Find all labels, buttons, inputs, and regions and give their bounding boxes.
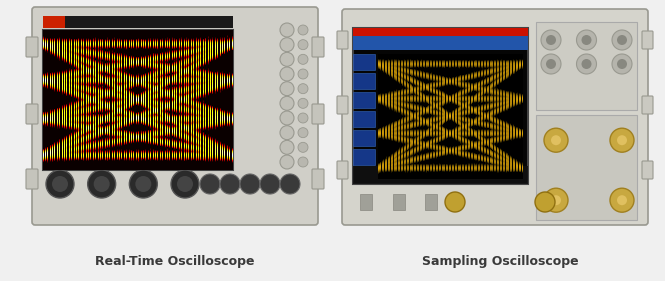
FancyBboxPatch shape [337, 161, 348, 179]
FancyBboxPatch shape [642, 31, 653, 49]
FancyBboxPatch shape [312, 169, 324, 189]
Circle shape [298, 98, 308, 108]
Circle shape [171, 170, 199, 198]
Circle shape [298, 84, 308, 94]
Bar [353, 166, 528, 184]
Bar [353, 28, 528, 184]
Circle shape [551, 135, 561, 145]
Circle shape [88, 170, 116, 198]
Text: Real-Time Oscilloscope: Real-Time Oscilloscope [95, 255, 255, 268]
Circle shape [298, 69, 308, 79]
Bar [353, 36, 528, 50]
Bar [353, 111, 375, 127]
FancyBboxPatch shape [312, 104, 324, 124]
Circle shape [94, 176, 110, 192]
Circle shape [617, 35, 627, 45]
Circle shape [280, 82, 294, 96]
Circle shape [220, 174, 240, 194]
Circle shape [280, 111, 294, 125]
Bar [43, 30, 233, 44]
Circle shape [129, 170, 158, 198]
Circle shape [445, 192, 465, 212]
Circle shape [577, 30, 597, 50]
Bar [536, 22, 637, 110]
Circle shape [280, 126, 294, 140]
Circle shape [65, 33, 73, 41]
Circle shape [581, 59, 591, 69]
FancyBboxPatch shape [342, 9, 648, 225]
Circle shape [298, 128, 308, 138]
Circle shape [52, 176, 68, 192]
Circle shape [610, 188, 634, 212]
Circle shape [298, 157, 308, 167]
Circle shape [280, 67, 294, 81]
Circle shape [46, 170, 74, 198]
Circle shape [612, 54, 632, 74]
Bar [425, 194, 437, 210]
Circle shape [298, 142, 308, 152]
Bar [43, 16, 233, 28]
Circle shape [551, 195, 561, 205]
Circle shape [298, 54, 308, 64]
Circle shape [541, 54, 561, 74]
Circle shape [617, 59, 627, 69]
Circle shape [544, 188, 568, 212]
FancyBboxPatch shape [26, 104, 38, 124]
FancyBboxPatch shape [32, 7, 318, 225]
Circle shape [47, 33, 55, 41]
Bar [392, 194, 404, 210]
Circle shape [298, 113, 308, 123]
Circle shape [83, 33, 91, 41]
Circle shape [240, 174, 260, 194]
Circle shape [280, 155, 294, 169]
Circle shape [298, 25, 308, 35]
Circle shape [541, 30, 561, 50]
Circle shape [280, 174, 300, 194]
Circle shape [535, 192, 555, 212]
Bar [353, 54, 375, 70]
Circle shape [280, 52, 294, 66]
Circle shape [544, 128, 568, 152]
Bar [536, 115, 637, 220]
FancyBboxPatch shape [26, 37, 38, 57]
Circle shape [617, 195, 627, 205]
FancyBboxPatch shape [642, 96, 653, 114]
Text: Sampling Oscilloscope: Sampling Oscilloscope [422, 255, 579, 268]
Bar [43, 30, 233, 170]
Bar [353, 28, 528, 36]
Circle shape [101, 33, 109, 41]
Circle shape [617, 135, 627, 145]
Circle shape [298, 40, 308, 50]
Circle shape [581, 35, 591, 45]
Circle shape [612, 30, 632, 50]
FancyBboxPatch shape [337, 31, 348, 49]
Bar [360, 194, 372, 210]
Bar [353, 73, 375, 89]
Circle shape [280, 38, 294, 52]
FancyBboxPatch shape [337, 96, 348, 114]
Bar [353, 92, 375, 108]
FancyBboxPatch shape [26, 169, 38, 189]
Circle shape [577, 54, 597, 74]
Circle shape [280, 140, 294, 154]
Circle shape [136, 176, 152, 192]
Circle shape [280, 23, 294, 37]
Circle shape [546, 35, 556, 45]
Circle shape [610, 128, 634, 152]
Bar [353, 130, 375, 146]
Circle shape [280, 96, 294, 110]
Bar [43, 16, 65, 28]
Circle shape [546, 59, 556, 69]
Circle shape [260, 174, 280, 194]
Circle shape [177, 176, 193, 192]
FancyBboxPatch shape [312, 37, 324, 57]
Bar [353, 149, 375, 165]
Circle shape [200, 174, 220, 194]
FancyBboxPatch shape [642, 161, 653, 179]
